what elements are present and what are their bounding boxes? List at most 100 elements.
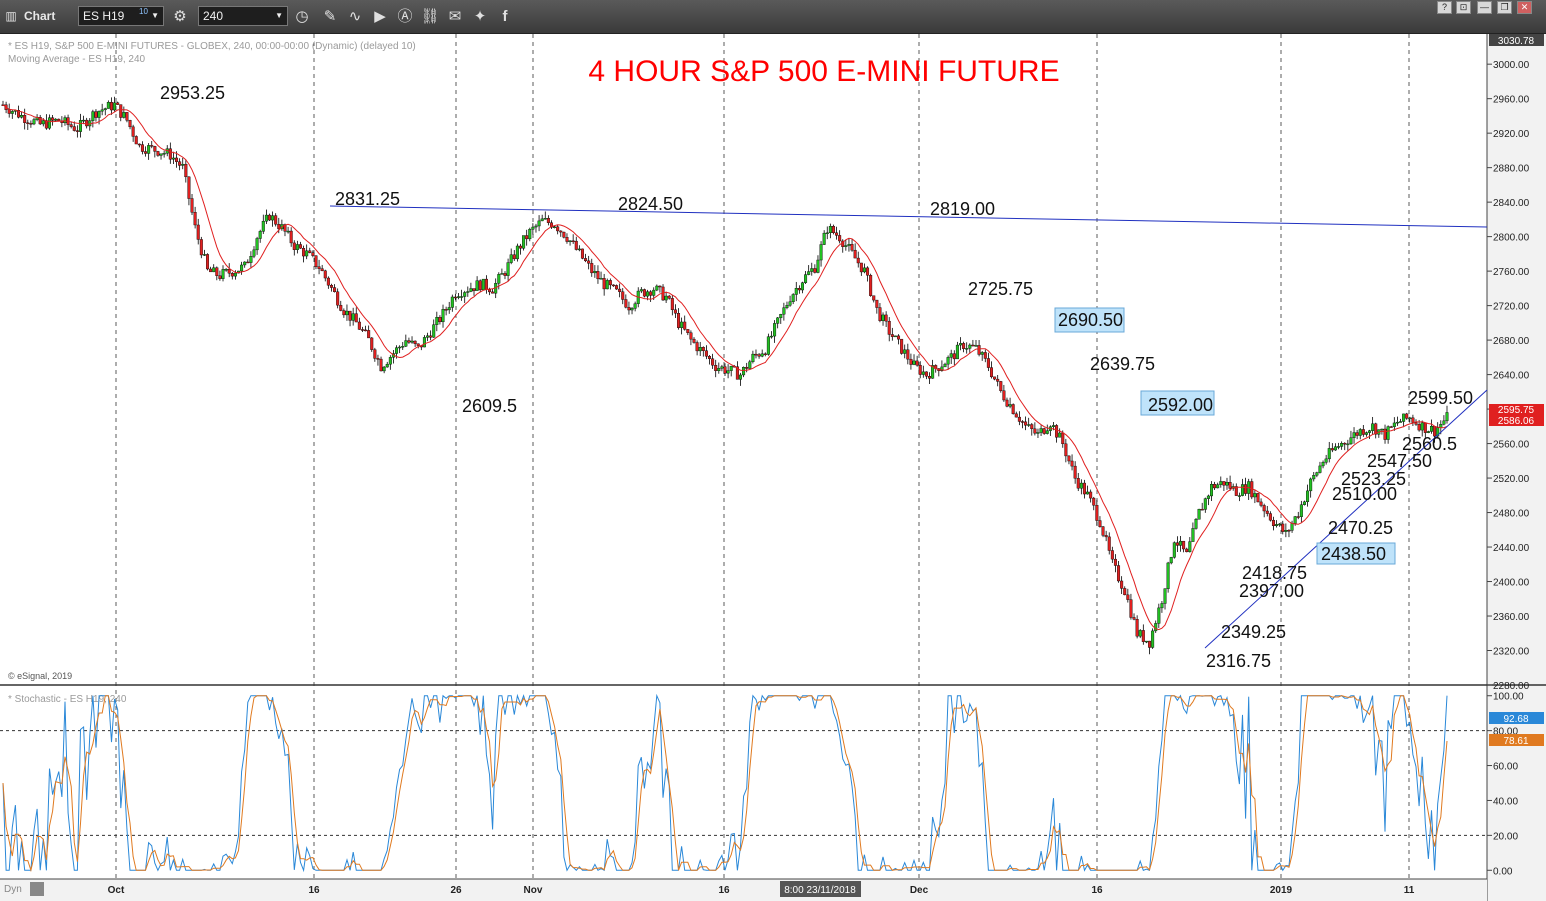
candle-body bbox=[900, 338, 904, 354]
chart-title: 4 HOUR S&P 500 E-MINI FUTURE bbox=[588, 55, 1059, 88]
stochastic-gridlines bbox=[0, 730, 1487, 836]
price-annotation: 2599.50 bbox=[1408, 388, 1473, 408]
twitter-icon[interactable]: ✦ bbox=[473, 8, 487, 25]
candle-body bbox=[178, 161, 182, 166]
last-price-label: 2595.75 bbox=[1498, 405, 1535, 416]
candle-body bbox=[106, 102, 110, 109]
highlight-box-2690 bbox=[1054, 307, 1125, 333]
candle-body bbox=[977, 345, 981, 355]
toolbar: ▥ Chart ES H19 10 ▼ ⚙ 240 ▼ ◷ ✎ ∿ ▶ Ⓐ ⛓ … bbox=[0, 0, 1546, 34]
chart-header-line1: * ES H19, S&P 500 E-MINI FUTURES - GLOBE… bbox=[8, 41, 416, 52]
resistance-trendline[interactable] bbox=[329, 205, 1488, 228]
candle-body bbox=[1020, 421, 1024, 423]
price-chart[interactable]: 2280.00 2320.00 2360.00 2400.00 2440.00 2480.… bbox=[0, 34, 1546, 901]
candle-body bbox=[698, 347, 702, 352]
price-annotation: 2523.25 bbox=[1341, 469, 1406, 489]
symbol-dropdown-icon[interactable]: ▼ bbox=[151, 11, 159, 20]
pencil-draw-icon[interactable]: ✎ bbox=[323, 8, 337, 25]
candle-body bbox=[47, 117, 51, 129]
settings-gear-icon[interactable]: ⚙ bbox=[173, 8, 187, 25]
facebook-icon[interactable]: f bbox=[502, 8, 508, 25]
interval-dropdown-icon[interactable]: ▼ bbox=[275, 11, 283, 20]
minimize-button[interactable]: — bbox=[1477, 1, 1492, 14]
support-trendline[interactable] bbox=[1204, 389, 1488, 649]
candle-body bbox=[1188, 541, 1192, 553]
candle-body bbox=[940, 366, 944, 371]
symbol-input[interactable]: ES H19 10 ▼ bbox=[78, 6, 164, 26]
time-tick-label: Oct bbox=[108, 885, 125, 896]
candle-body bbox=[398, 346, 402, 349]
candle-body bbox=[1055, 425, 1059, 438]
candle-body bbox=[875, 299, 879, 308]
candle-body bbox=[893, 335, 897, 338]
candle-body bbox=[853, 249, 857, 259]
candle-body bbox=[1039, 428, 1043, 433]
candle-body bbox=[1141, 630, 1145, 642]
candle-body bbox=[249, 256, 253, 263]
candle-body bbox=[1368, 430, 1372, 433]
clock-icon[interactable]: ◷ bbox=[295, 8, 309, 25]
candle-body bbox=[726, 370, 730, 374]
candle-body bbox=[1302, 501, 1306, 505]
stoch-k-badge bbox=[1489, 712, 1544, 724]
candle-body bbox=[119, 104, 123, 118]
candle-body bbox=[1014, 413, 1018, 418]
candle-body bbox=[85, 119, 89, 127]
interval-input[interactable]: 240 ▼ bbox=[198, 6, 288, 26]
maximize-button[interactable]: ❐ bbox=[1497, 1, 1512, 14]
candle-body bbox=[227, 269, 231, 274]
study-wave-icon[interactable]: ∿ bbox=[348, 8, 362, 25]
candle-body bbox=[289, 230, 293, 244]
help-button[interactable]: ? bbox=[1437, 1, 1452, 14]
candle-body bbox=[336, 291, 340, 306]
candle-body bbox=[844, 245, 848, 247]
candle-body bbox=[1423, 422, 1427, 433]
candle-body bbox=[134, 136, 138, 145]
time-tick-label: Nov bbox=[524, 885, 543, 896]
candle-body bbox=[1089, 491, 1093, 499]
link-window-button[interactable]: ⊡ bbox=[1456, 1, 1471, 14]
candle-body bbox=[503, 273, 507, 276]
candle-body bbox=[144, 151, 148, 154]
candle-body bbox=[162, 153, 166, 155]
candle-body bbox=[931, 365, 935, 379]
alert-icon[interactable]: Ⓐ bbox=[397, 8, 413, 25]
candle-body bbox=[1042, 428, 1046, 434]
candle-body bbox=[1160, 603, 1164, 609]
candle-body bbox=[298, 244, 302, 249]
candle-body bbox=[261, 220, 265, 232]
candle-body bbox=[1002, 390, 1006, 401]
price-axis-panel bbox=[1487, 34, 1546, 901]
price-annotation: 2953.25 bbox=[160, 83, 225, 103]
candle-body bbox=[1309, 478, 1313, 492]
candle-body bbox=[1206, 495, 1210, 499]
candle-body bbox=[1203, 498, 1207, 510]
zoom-button[interactable] bbox=[30, 882, 44, 896]
candle-body bbox=[943, 363, 947, 368]
candle-body bbox=[38, 117, 42, 125]
candle-body bbox=[683, 321, 687, 330]
link-icon[interactable]: ⛓ bbox=[420, 8, 440, 25]
play-icon[interactable]: ▶ bbox=[374, 8, 386, 25]
candle-body bbox=[215, 267, 219, 276]
candle-body bbox=[1228, 482, 1232, 489]
candle-body bbox=[773, 323, 777, 337]
candle-body bbox=[785, 305, 789, 308]
candle-body bbox=[565, 237, 569, 242]
candle-body bbox=[1386, 426, 1390, 440]
candle-body bbox=[1182, 540, 1186, 550]
candle-body bbox=[1051, 425, 1055, 427]
candle-body bbox=[869, 275, 873, 296]
candle-body bbox=[540, 218, 544, 222]
candle-body bbox=[912, 360, 916, 365]
candle-body bbox=[246, 261, 250, 264]
candle-body bbox=[1061, 432, 1065, 445]
close-button[interactable]: ✕ bbox=[1517, 1, 1532, 14]
candle-body bbox=[847, 244, 851, 246]
candle-body bbox=[1374, 423, 1378, 435]
comment-icon[interactable]: ✉ bbox=[448, 8, 462, 25]
candle-body bbox=[466, 291, 470, 293]
candle-body bbox=[1067, 455, 1071, 462]
candle-body bbox=[1185, 548, 1189, 553]
candle-body bbox=[1027, 424, 1031, 426]
